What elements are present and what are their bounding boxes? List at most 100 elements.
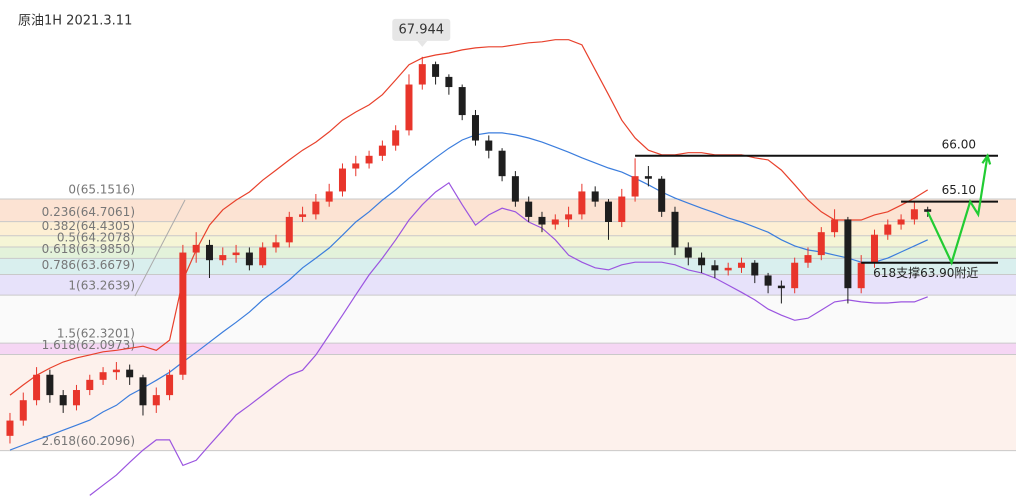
candle-body [418,64,426,85]
forecast-arrowhead [981,153,992,165]
candle-body [365,155,373,164]
candle-body [192,244,200,253]
candle-body [272,242,280,248]
candle-body [751,262,759,276]
candle-body [791,262,799,289]
candle-body [737,262,745,268]
fib-band [0,258,1016,275]
candle-body [910,209,918,220]
candle-body [924,209,932,212]
fib-band [0,295,1016,344]
candle-body [19,400,27,421]
candle-body [219,255,227,261]
candle-body [777,285,785,289]
candle-body [285,216,293,243]
fib-label: 0.236(64.7061) [42,205,135,219]
candle-body [804,255,812,263]
forecast-path [926,155,989,266]
band-line [9,39,929,396]
candle-body [352,163,360,169]
candle-body [126,369,134,378]
fib-label: 1.5(62.3201) [57,327,135,341]
candle-body [86,379,94,391]
fib-band [0,221,1016,236]
fib-band [0,274,1016,296]
fib-band [0,343,1016,355]
candle-body [604,201,612,222]
candle-body [6,420,14,436]
candle-body [33,374,41,401]
candle-body [591,191,599,202]
peak-callout-pointer [417,40,428,47]
candle-body [112,369,120,373]
candle-body [698,257,706,266]
fib-band [0,247,1016,259]
candle-body [631,176,639,197]
fib-band [0,235,1016,248]
candle-body [59,395,67,406]
candle-body [432,64,440,77]
candle-body [658,178,666,212]
chart-title: 原油1H 2021.3.11 [18,14,132,29]
candle-body [378,145,386,156]
candle-body [72,390,80,406]
candle-body [844,219,852,289]
candle-body [831,219,839,233]
fib-label: 0.786(63.6679) [42,258,135,272]
candle-body [458,87,466,116]
candle-body [644,176,652,179]
target-label: 618支撑63.90附近 [873,265,978,280]
candle-body [671,211,679,248]
fib-label: 0.382(64.4305) [42,219,135,233]
candle-body [817,232,825,256]
candle-body [684,247,692,258]
candle-body [338,168,346,192]
candle-body [325,191,333,202]
candle-body [511,176,519,202]
candle-body [232,252,240,256]
band-line [9,132,928,451]
candle-body [445,76,453,88]
candle-body [99,372,107,380]
candle-body [405,84,413,131]
candle-body [618,196,626,222]
candle-body [565,214,573,220]
candle-body [392,130,400,146]
candle-body [299,214,307,217]
candle-body [259,247,267,266]
candle-body [724,267,732,271]
candle-body [711,265,719,271]
peak-label: 67.944 [399,22,445,37]
fib-label: 2.618(60.2096) [42,434,135,448]
fib-trend-line [134,199,186,297]
candle-body [884,224,892,235]
target-label: 65.10 [942,183,976,197]
candle-body [205,244,213,261]
candle-body [245,252,253,266]
candle-body [312,201,320,215]
candle-body [764,275,772,286]
fib-label: 1(63.2639) [68,279,135,293]
fib-label: 0.618(63.9850) [42,242,135,256]
candle-body [578,191,586,215]
fib-label: 0.5(64.2078) [57,231,135,245]
candle-body [525,201,533,217]
candle-body [179,252,187,375]
candle-body [139,377,147,406]
fib-band [0,354,1016,451]
candle-body [166,374,174,396]
band-line [89,181,928,496]
candle-body [498,150,506,177]
plot: 0(65.1516)0.236(64.7061)0.382(64.4305)0.… [0,18,1016,496]
candle-body [46,374,54,396]
target-label: 66.00 [942,137,976,151]
candle-body [870,234,878,263]
fib-label: 1.618(62.0973) [42,338,135,352]
candle-body [551,219,559,225]
candle-body [857,262,865,289]
candle-body [897,219,905,225]
candle-body [485,140,493,151]
candle-body [152,395,160,406]
candle-body [471,115,479,141]
